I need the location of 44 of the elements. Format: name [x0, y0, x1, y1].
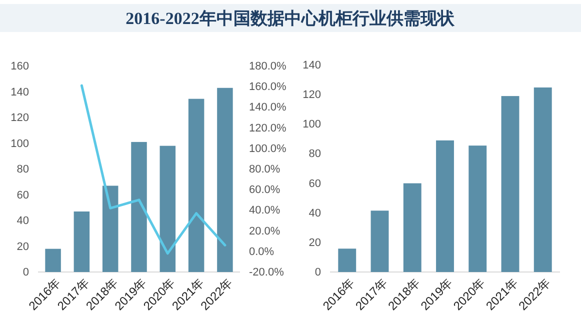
- y-tick-label: 0: [314, 266, 321, 279]
- bar: [45, 248, 61, 272]
- bar: [338, 248, 356, 272]
- bar: [370, 210, 389, 272]
- y2-tick-label: 120.0%: [249, 122, 287, 134]
- bar: [74, 211, 90, 272]
- y2-tick-label: 140.0%: [249, 102, 287, 114]
- y-tick-label: 100: [10, 138, 29, 150]
- bar: [468, 146, 487, 272]
- y2-tick-label: 20.0%: [249, 225, 280, 238]
- y-tick-label: 20: [308, 236, 321, 249]
- y2-tick-label: 100.0%: [249, 142, 287, 155]
- y-tick-label: 120: [302, 89, 321, 102]
- y-tick-label: 40: [308, 207, 321, 220]
- y2-tick-label: -20.0%: [249, 266, 284, 279]
- y-tick-label: 140: [10, 86, 29, 98]
- y2-tick-label: 40.0%: [249, 204, 280, 217]
- bar: [131, 142, 147, 272]
- y2-tick-label: 180.0%: [249, 60, 287, 73]
- bar: [436, 140, 454, 272]
- bar: [217, 88, 233, 272]
- y-tick-label: 80: [308, 148, 321, 160]
- bar: [403, 183, 422, 272]
- y2-tick-label: 160.0%: [249, 81, 287, 94]
- bar: [102, 186, 118, 272]
- text: 2016-2022年中国数据中心机柜行业供需现状: [126, 9, 456, 28]
- y-tick-label: 0: [22, 266, 29, 279]
- y-tick-label: 120: [10, 112, 29, 124]
- y2-tick-label: 60.0%: [249, 184, 280, 196]
- bar: [160, 146, 176, 272]
- bar: [188, 98, 204, 272]
- bar: [501, 96, 520, 272]
- y-tick-label: 100: [302, 118, 321, 131]
- y-tick-label: 60: [16, 189, 29, 202]
- y-tick-label: 60: [308, 178, 321, 190]
- y2-tick-label: 80.0%: [249, 164, 280, 176]
- y-tick-label: 40: [16, 215, 29, 228]
- y2-tick-label: 0.0%: [249, 246, 274, 258]
- line-series: [80, 84, 226, 255]
- y-tick-label: 20: [16, 240, 29, 253]
- y-tick-label: 80: [16, 164, 29, 176]
- y-tick-label: 140: [302, 60, 321, 72]
- y-tick-label: 160: [10, 60, 29, 73]
- bar: [534, 87, 552, 272]
